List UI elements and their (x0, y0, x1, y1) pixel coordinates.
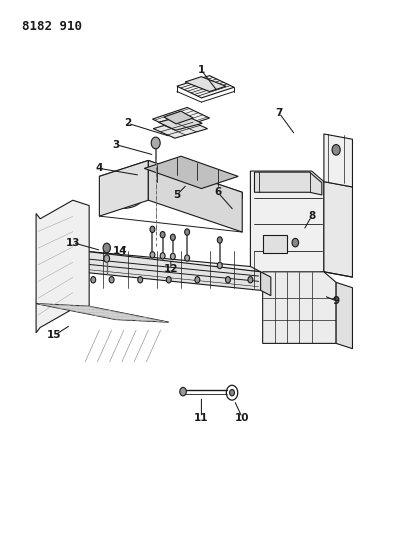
Polygon shape (152, 108, 210, 130)
Circle shape (195, 277, 200, 283)
Polygon shape (144, 156, 238, 189)
Polygon shape (324, 134, 353, 187)
Circle shape (150, 226, 155, 232)
Circle shape (109, 277, 114, 283)
Polygon shape (263, 272, 336, 343)
Polygon shape (250, 171, 324, 282)
Text: 9: 9 (332, 296, 340, 306)
Circle shape (180, 387, 186, 396)
Polygon shape (153, 119, 208, 138)
Text: 7: 7 (275, 108, 283, 118)
Text: 15: 15 (47, 330, 62, 341)
Circle shape (103, 243, 111, 253)
Text: 11: 11 (194, 413, 209, 423)
Circle shape (292, 238, 298, 247)
Polygon shape (164, 111, 193, 124)
Polygon shape (336, 282, 353, 349)
Circle shape (160, 231, 165, 238)
Polygon shape (148, 160, 242, 232)
Circle shape (226, 277, 231, 283)
Polygon shape (261, 272, 271, 296)
Polygon shape (36, 304, 169, 322)
Text: 3: 3 (112, 140, 119, 150)
Polygon shape (159, 115, 202, 130)
Polygon shape (79, 251, 261, 290)
Text: 14: 14 (113, 246, 127, 256)
Text: 12: 12 (164, 264, 178, 274)
Circle shape (91, 277, 96, 283)
Polygon shape (185, 77, 226, 92)
Circle shape (166, 277, 171, 283)
Circle shape (248, 277, 253, 283)
Circle shape (217, 237, 222, 243)
Text: 8: 8 (308, 211, 315, 221)
Circle shape (171, 234, 175, 240)
Circle shape (171, 253, 175, 260)
Text: 4: 4 (96, 164, 103, 173)
Circle shape (160, 253, 165, 259)
Polygon shape (263, 235, 287, 253)
Text: 6: 6 (214, 187, 222, 197)
Polygon shape (79, 251, 261, 272)
Polygon shape (36, 200, 89, 333)
Circle shape (230, 390, 235, 396)
Polygon shape (99, 160, 165, 183)
Circle shape (151, 137, 160, 149)
Polygon shape (254, 172, 322, 195)
Text: 8182 910: 8182 910 (22, 20, 82, 33)
Text: 2: 2 (124, 118, 132, 128)
Polygon shape (324, 182, 353, 277)
Circle shape (332, 144, 340, 155)
Polygon shape (165, 167, 242, 199)
Text: 5: 5 (173, 190, 180, 200)
Circle shape (104, 255, 110, 262)
Text: 10: 10 (235, 413, 249, 423)
Polygon shape (177, 76, 234, 98)
Circle shape (185, 229, 189, 235)
Circle shape (185, 255, 189, 261)
Polygon shape (99, 160, 148, 216)
Circle shape (138, 277, 143, 283)
Text: 1: 1 (198, 66, 205, 75)
Circle shape (150, 252, 155, 258)
Text: 13: 13 (66, 238, 80, 248)
Circle shape (217, 262, 222, 269)
